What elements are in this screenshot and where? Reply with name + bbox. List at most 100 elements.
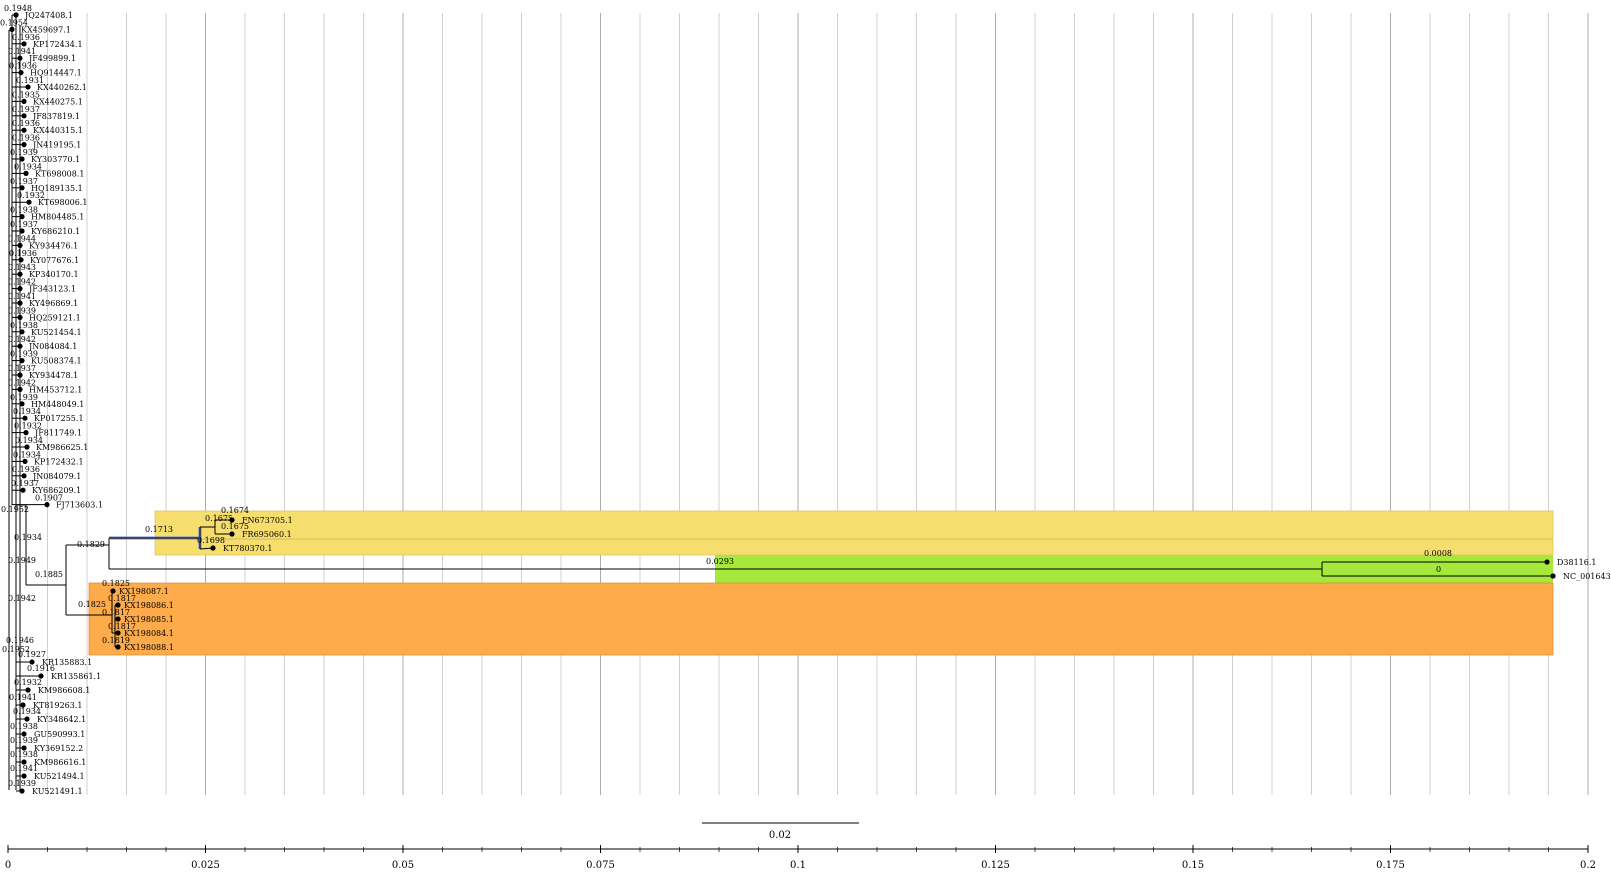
leaf-node: [21, 473, 27, 479]
support-value: 0.1931: [16, 76, 44, 85]
leaf-node: [21, 745, 27, 751]
clade-highlight-yellow[interactable]: [154, 510, 1554, 556]
tree-labels: JQ247408.10.1948 KX459697.10.1954 KP172434…: [0, 4, 1611, 796]
leaf-label: KY369152.2: [34, 744, 83, 753]
leaf-label: KX440315.1: [33, 126, 83, 135]
leaf-node: [25, 84, 31, 90]
support-value: 0.1941: [10, 764, 38, 773]
support-value: 0.1817: [102, 608, 130, 617]
support-value: 0: [1436, 565, 1441, 574]
leaf-node: [21, 127, 27, 133]
leaf-node: [26, 199, 32, 205]
support-value: 0.1946: [6, 636, 34, 645]
leaf-label: KX198088.1: [124, 643, 174, 652]
support-value: 0.1829: [77, 540, 105, 549]
grid-lines: [47, 13, 1589, 795]
support-value: 0.1713: [145, 525, 173, 534]
leaf-label: KR135883.1: [42, 658, 92, 667]
leaf-node: [19, 156, 25, 162]
leaf-label: FJ713603.1: [56, 501, 103, 510]
x-axis-tick-label: 0.1: [790, 860, 806, 871]
support-value: 0.1819: [102, 636, 130, 645]
leaf-node: [19, 401, 25, 407]
leaf-label: KT698006.1: [38, 198, 87, 207]
leaf-label: HQ189135.1: [31, 184, 83, 193]
scale-bar: 0.02: [702, 822, 859, 841]
support-value: 0.1937: [10, 177, 38, 186]
leaf-label: JN084084.1: [28, 342, 77, 351]
leaf-label: KT819263.1: [33, 701, 82, 710]
support-value: 0.1942: [8, 335, 36, 344]
clade-highlight-orange[interactable]: [88, 582, 1554, 656]
leaf-label: FN673705.1: [242, 516, 293, 525]
x-axis-tick-label: 0.025: [191, 860, 220, 871]
leaf-node: [20, 487, 26, 493]
leaf-label: KP172432.1: [34, 457, 84, 466]
support-value: 0.1932: [14, 422, 42, 431]
leaf-label: KX198087.1: [119, 587, 169, 596]
support-value: 0.0293: [706, 557, 734, 566]
leaf-label: JF811749.1: [34, 429, 82, 438]
support-value: 0.1934: [15, 436, 43, 445]
support-value: 0.1932: [17, 191, 45, 200]
x-axis-tick-label: 0.125: [981, 860, 1010, 871]
leaf-node: [24, 716, 30, 722]
leaf-node: [115, 630, 121, 636]
leaf-label: KX459697.1: [21, 25, 71, 34]
leaf-label: KX198085.1: [124, 615, 174, 624]
support-value: 0.1954: [0, 18, 28, 27]
leaf-node: [115, 644, 121, 650]
support-value: 0.1675: [205, 514, 233, 523]
support-value: 0.1939: [8, 779, 36, 788]
leaf-label: KP340170.1: [29, 270, 79, 279]
leaf-label: KT780370.1: [223, 544, 272, 553]
x-axis-tick-label: 0.175: [1376, 860, 1405, 871]
leaf-node: [229, 531, 235, 537]
leaf-node: [23, 430, 29, 436]
leaf-label: KR135861.1: [51, 672, 101, 681]
leaf-node: [1544, 559, 1550, 565]
support-value: 0.1939: [10, 393, 38, 402]
support-value: 0.1934: [13, 450, 41, 459]
leaf-node: [23, 170, 29, 176]
leaf-node: [17, 55, 23, 61]
support-value: 0.1936: [12, 465, 40, 474]
support-value: 0.1939: [10, 148, 38, 157]
leaf-label: FR695060.1: [242, 530, 292, 539]
leaf-label: KX440262.1: [37, 83, 87, 92]
support-value: 0.1942: [8, 378, 36, 387]
leaf-label: JQ247408.1: [24, 11, 73, 20]
support-value: 0.1938: [10, 206, 38, 215]
support-value: 0.1935: [12, 90, 40, 99]
leaf-node: [115, 616, 121, 622]
support-value: 0.1934: [13, 707, 41, 716]
support-value: 0.1941: [8, 292, 36, 301]
support-value: 0.1939: [8, 306, 36, 315]
support-value: 0.0008: [1424, 549, 1452, 558]
x-axis-tick-label: 0.15: [1182, 860, 1204, 871]
support-value: 0.1939: [10, 736, 38, 745]
leaf-node: [38, 673, 44, 679]
support-value: 0.1949: [8, 556, 36, 565]
leaf-label: HM448049.1: [31, 400, 84, 409]
leaf-label: KU521494.1: [34, 772, 85, 781]
leaf-node: [17, 343, 23, 349]
support-value: 0.1927: [18, 650, 46, 659]
leaf-node: [24, 444, 30, 450]
leaf-label: JN419195.1: [32, 141, 81, 150]
leaf-label: GU590993.1: [34, 730, 85, 739]
leaf-node: [44, 502, 50, 508]
leaf-label: KP017255.1: [34, 414, 84, 423]
support-value: 0.1941: [8, 47, 36, 56]
support-value: 0.1942: [8, 594, 36, 603]
leaf-label: KM986616.1: [34, 758, 86, 767]
leaf-node: [17, 271, 23, 277]
leaf-label: HM453712.1: [29, 385, 82, 394]
support-value: 0.1936: [12, 119, 40, 128]
support-value: 0.1939: [10, 350, 38, 359]
leaf-label: KY934478.1: [29, 371, 78, 380]
support-value: 0.1937: [10, 220, 38, 229]
leaf-node: [21, 142, 27, 148]
leaf-label: JF343123.1: [28, 285, 76, 294]
